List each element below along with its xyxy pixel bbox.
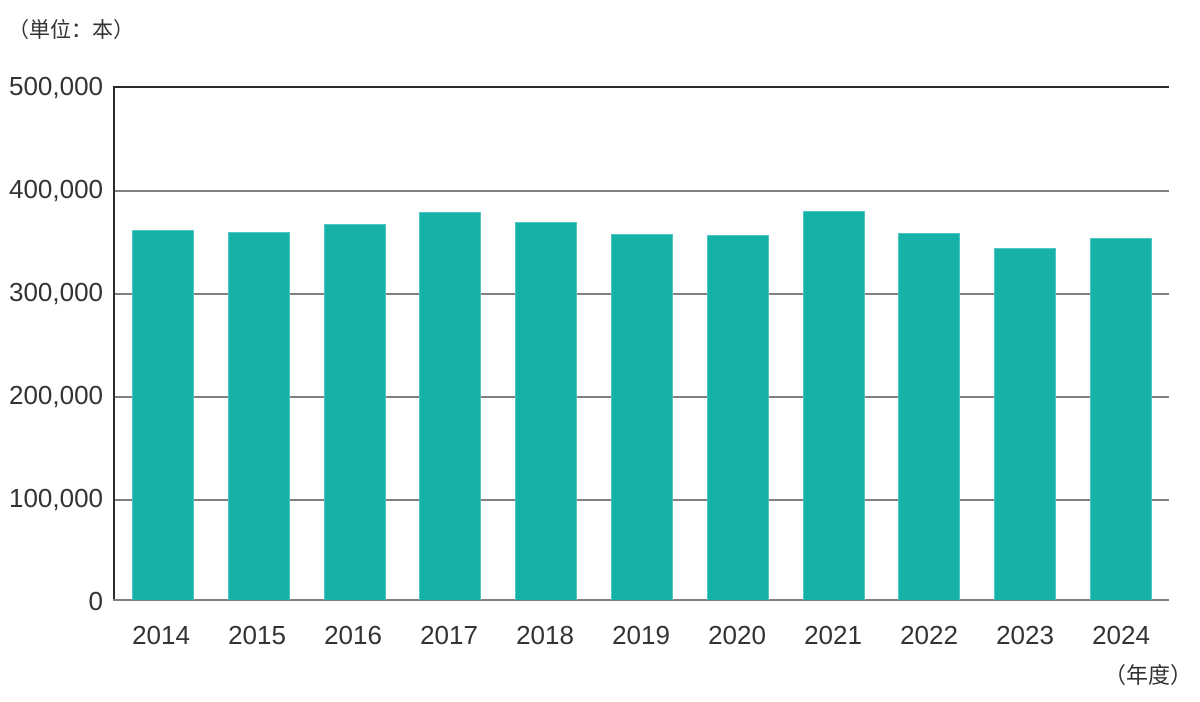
x-axis-tick-label: 2019	[612, 620, 670, 650]
x-axis-tick-label: 2020	[708, 620, 766, 650]
bar-band-2022	[882, 233, 978, 600]
y-axis-tick-label: 400,000	[9, 174, 103, 204]
x-axis-tick-label: 2014	[132, 620, 190, 650]
bar-2017	[419, 212, 482, 600]
bar-band-2014	[115, 230, 211, 600]
bar-band-2017	[402, 212, 498, 600]
bar-2016	[323, 224, 386, 600]
y-axis-tick-label: 500,000	[9, 71, 103, 101]
bars-container	[115, 88, 1169, 600]
bar-2024	[1090, 238, 1153, 600]
x-axis-tick-label: 2016	[324, 620, 382, 650]
bar-band-2018	[498, 222, 594, 600]
plot-area	[113, 86, 1169, 601]
x-axis-tick-label: 2024	[1092, 620, 1150, 650]
bar-band-2021	[786, 211, 882, 600]
x-axis-tick-label: 2021	[804, 620, 862, 650]
bar-2014	[131, 230, 194, 600]
bar-2023	[994, 248, 1057, 600]
bar-band-2019	[594, 234, 690, 600]
bar-2020	[706, 235, 769, 600]
x-axis-tick-label: 2022	[900, 620, 958, 650]
x-axis-tick-label: 2015	[228, 620, 286, 650]
x-axis-tick-label: 2023	[996, 620, 1054, 650]
bar-band-2016	[307, 224, 403, 600]
bar-2018	[515, 222, 578, 600]
bar-2022	[898, 233, 961, 600]
y-axis-tick-label: 200,000	[9, 380, 103, 410]
x-axis-tick-label: 2018	[516, 620, 574, 650]
bar-2019	[610, 234, 673, 600]
y-axis-tick-label: 100,000	[9, 483, 103, 513]
y-axis-tick-label: 0	[88, 586, 103, 616]
bar-2021	[802, 211, 865, 600]
bar-band-2024	[1073, 238, 1169, 600]
bar-band-2023	[977, 248, 1073, 600]
bar-band-2015	[211, 232, 307, 600]
x-axis-line	[113, 599, 1169, 601]
x-axis-tick-label: 2017	[420, 620, 478, 650]
gridline	[115, 190, 1169, 192]
y-axis-unit-label: （単位：本）	[8, 19, 134, 42]
bar-2015	[227, 232, 290, 600]
bar-band-2020	[690, 235, 786, 600]
x-axis-unit-label: （年度）	[1103, 663, 1192, 688]
y-axis-tick-label: 300,000	[9, 277, 103, 307]
